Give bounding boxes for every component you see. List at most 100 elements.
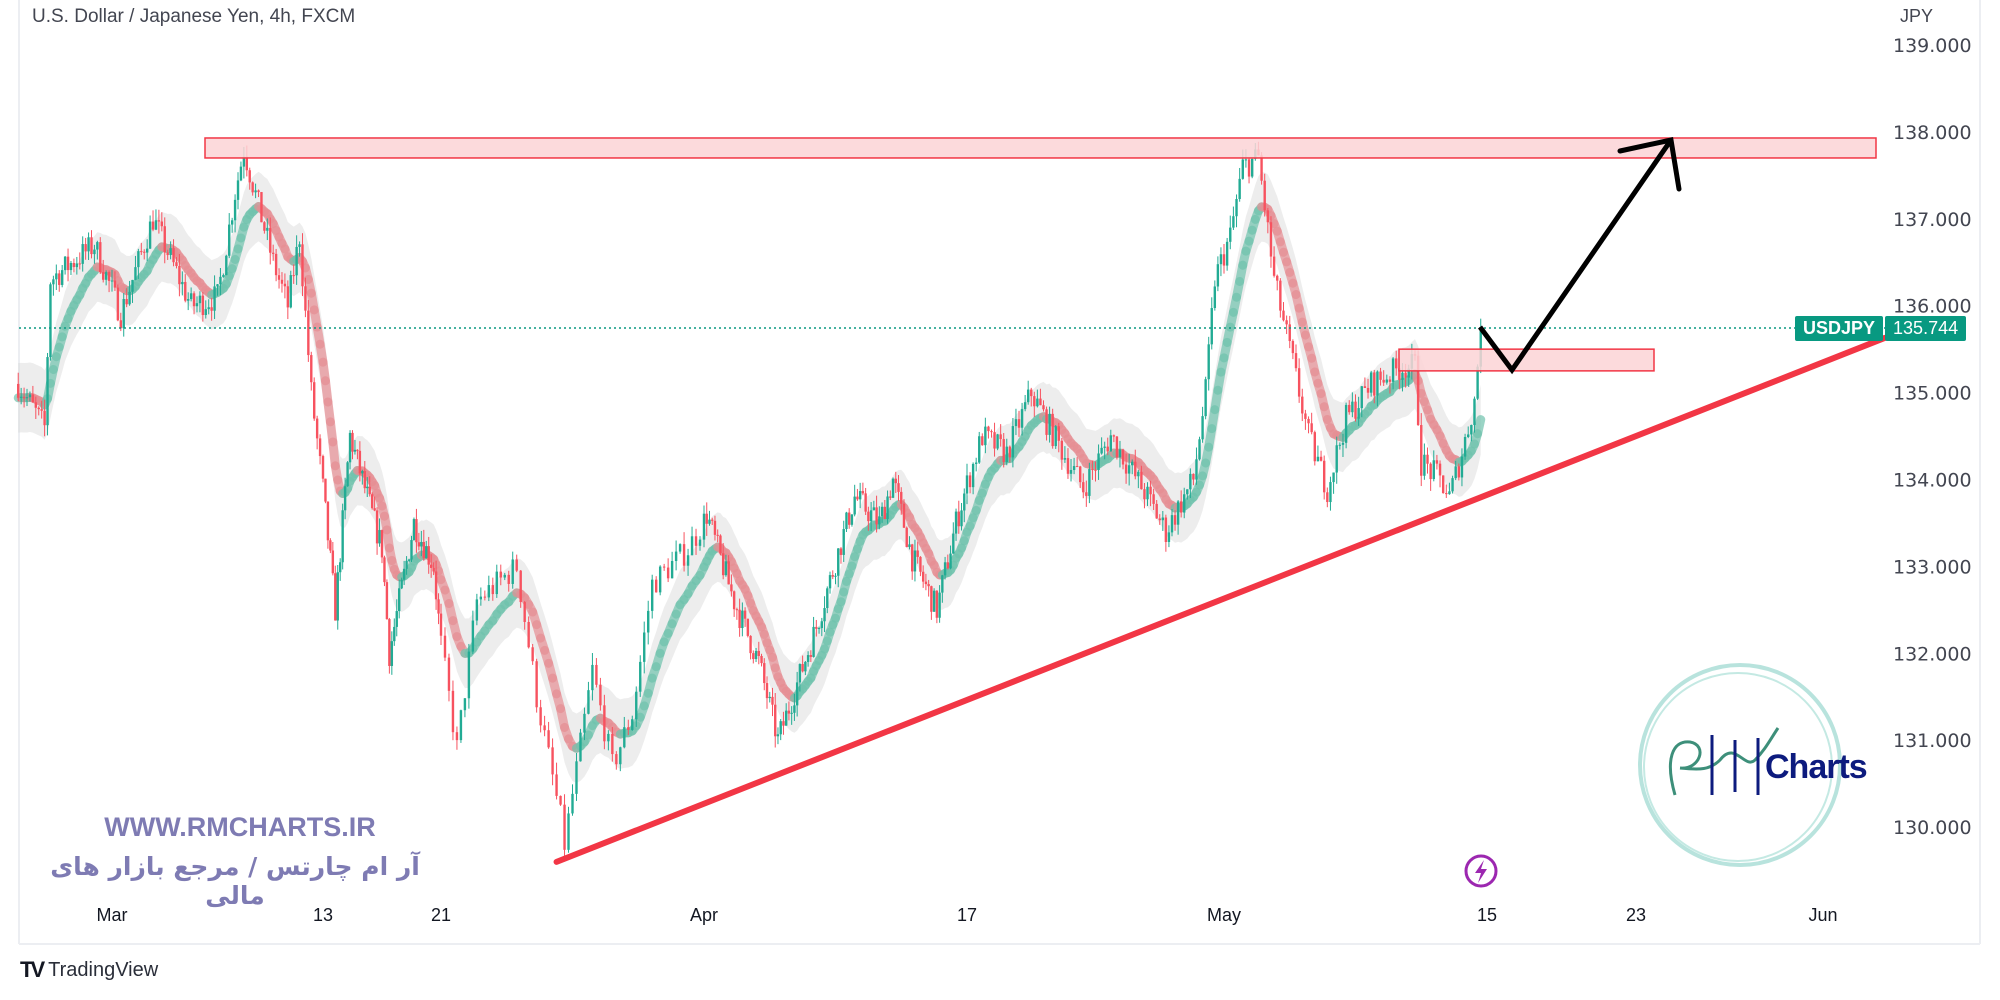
- candle: [181, 271, 184, 296]
- candle-body: [787, 710, 791, 714]
- candle: [856, 488, 859, 501]
- candle: [774, 693, 777, 748]
- candle: [110, 269, 114, 292]
- candle-body: [1279, 280, 1282, 311]
- candle-body: [341, 510, 344, 563]
- candle: [711, 517, 714, 526]
- candle: [46, 352, 49, 436]
- candle: [459, 709, 463, 743]
- candle-body: [280, 279, 284, 284]
- candle-body: [1155, 503, 1158, 519]
- candle-body: [724, 561, 728, 576]
- candle: [1369, 370, 1373, 397]
- time-axis[interactable]: Mar 13 21 Apr 17 May 15 23 Jun: [97, 905, 1838, 925]
- candle: [1463, 433, 1467, 460]
- candle: [1451, 475, 1454, 494]
- candle: [867, 506, 870, 531]
- candle: [483, 590, 487, 601]
- candle-body: [257, 190, 260, 193]
- candle-body: [260, 192, 263, 223]
- candle: [1030, 387, 1033, 407]
- candle-body: [75, 263, 79, 268]
- candle-body: [99, 242, 102, 273]
- candle-body: [343, 486, 347, 511]
- candle-body: [1441, 475, 1445, 494]
- candle: [1164, 514, 1168, 552]
- projection-arrow[interactable]: [1477, 137, 1682, 375]
- time-tick-label: Mar: [97, 905, 128, 925]
- candle-body: [368, 486, 371, 495]
- candle: [102, 259, 105, 283]
- resistance-zone[interactable]: [204, 137, 1877, 159]
- candle: [798, 663, 802, 692]
- candle: [694, 528, 698, 555]
- candle-body: [853, 496, 856, 515]
- candle-body: [1416, 355, 1420, 426]
- candle: [1316, 445, 1320, 462]
- candle-body: [96, 242, 99, 250]
- candle-body: [1091, 469, 1094, 471]
- candle: [1137, 469, 1140, 489]
- candle: [228, 213, 231, 259]
- candle-body: [1332, 472, 1335, 483]
- price-axis[interactable]: 139.000 138.000 137.000 136.000 135.000 134.0…: [1893, 35, 1972, 839]
- candle: [527, 616, 530, 649]
- candle-body: [817, 628, 821, 630]
- candle-body: [889, 496, 892, 498]
- candle: [207, 299, 210, 315]
- candle-body: [619, 747, 622, 765]
- candle: [236, 172, 240, 210]
- candle-body: [186, 299, 190, 301]
- candle-body: [599, 684, 602, 706]
- candle: [567, 806, 570, 853]
- tradingview-footer[interactable]: TV TradingView: [20, 957, 158, 983]
- candle: [1082, 473, 1085, 499]
- lightning-icon[interactable]: [1464, 854, 1498, 888]
- ascending-trendline[interactable]: [553, 334, 1888, 865]
- candle: [222, 273, 225, 278]
- candle: [1388, 376, 1392, 394]
- candle-body: [375, 510, 379, 544]
- candle-body: [487, 585, 491, 598]
- candle-body: [1423, 454, 1426, 476]
- candle-body: [894, 478, 897, 484]
- candle-body: [1109, 435, 1112, 452]
- candle: [682, 532, 686, 572]
- candle-body: [735, 609, 739, 611]
- candle-body: [307, 310, 310, 356]
- candle-body: [1398, 368, 1401, 380]
- candle-body: [1201, 416, 1204, 440]
- candle-body: [1014, 419, 1018, 427]
- candle-body: [49, 284, 52, 358]
- candle: [99, 237, 102, 274]
- candle-body: [1017, 419, 1021, 428]
- candle: [559, 795, 562, 806]
- candle-body: [1404, 372, 1407, 378]
- candle: [730, 574, 733, 597]
- candle: [422, 529, 425, 561]
- candle: [175, 257, 178, 269]
- candle-body: [721, 553, 725, 576]
- candle-body: [157, 220, 161, 222]
- candle: [1005, 438, 1008, 466]
- candle: [1112, 434, 1116, 443]
- candle: [875, 495, 878, 533]
- candle-body: [946, 562, 950, 569]
- candle: [828, 571, 832, 594]
- candle: [735, 607, 739, 620]
- candle: [1085, 480, 1088, 507]
- candle-body: [145, 248, 149, 253]
- candle: [823, 596, 826, 633]
- candle: [1232, 206, 1235, 230]
- candle-body: [420, 541, 423, 547]
- candle: [1457, 463, 1461, 481]
- candle: [1291, 339, 1295, 360]
- candle-body: [1326, 492, 1329, 503]
- candle-body: [400, 579, 403, 589]
- candle: [1354, 394, 1357, 422]
- candle: [1454, 460, 1457, 481]
- candle: [271, 244, 275, 261]
- candle: [591, 653, 594, 701]
- candle-body: [148, 221, 152, 249]
